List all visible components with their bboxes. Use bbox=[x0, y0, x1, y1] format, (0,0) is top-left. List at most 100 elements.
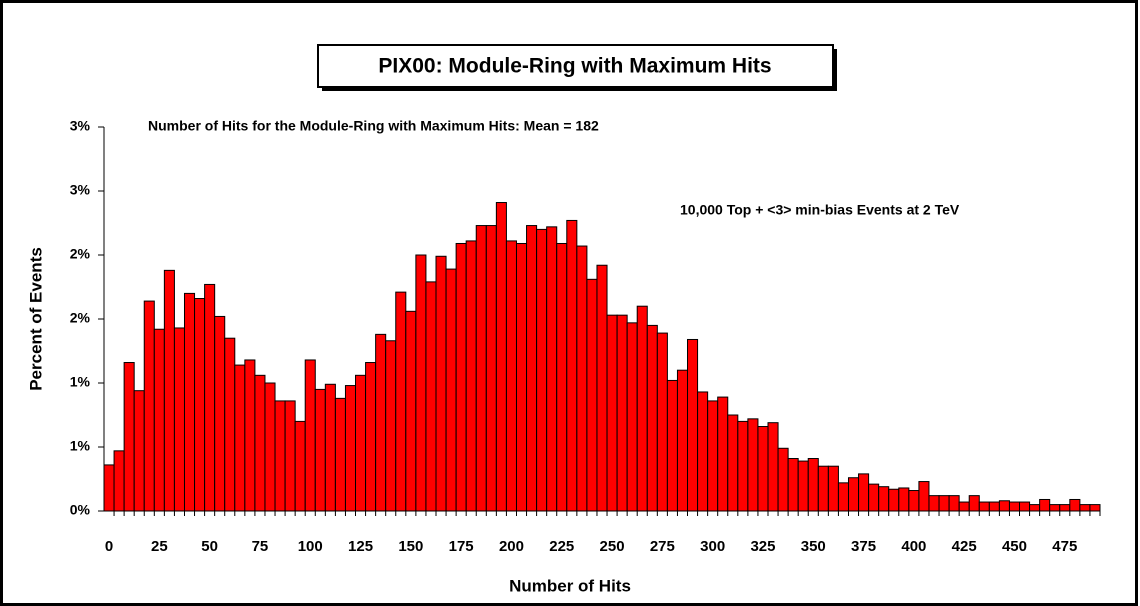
x-tick-label: 175 bbox=[449, 538, 474, 555]
bar bbox=[918, 481, 930, 512]
x-tick-label: 450 bbox=[1002, 538, 1027, 555]
bar bbox=[807, 458, 819, 512]
bar bbox=[606, 314, 618, 512]
bar bbox=[576, 245, 588, 512]
bar bbox=[194, 298, 206, 512]
bar bbox=[103, 464, 115, 512]
bar bbox=[183, 292, 196, 512]
x-tick-label: 250 bbox=[600, 538, 625, 555]
bar bbox=[163, 269, 175, 512]
bar bbox=[415, 254, 427, 512]
chart-title: PIX00: Module-Ring with Maximum Hits bbox=[378, 55, 771, 78]
bar bbox=[153, 328, 165, 512]
bar bbox=[797, 460, 809, 512]
bar bbox=[143, 300, 155, 512]
bar bbox=[878, 486, 890, 512]
bar bbox=[365, 362, 377, 512]
bar bbox=[113, 450, 125, 512]
bar bbox=[425, 281, 437, 512]
bar bbox=[264, 382, 276, 512]
bar bbox=[646, 324, 658, 512]
bar bbox=[626, 322, 638, 512]
x-tick-label: 50 bbox=[201, 538, 218, 555]
bar bbox=[1008, 501, 1021, 512]
y-tick-label: 3% bbox=[70, 182, 91, 198]
x-tick-label: 225 bbox=[549, 538, 574, 555]
bar bbox=[817, 465, 829, 512]
bar bbox=[888, 488, 900, 512]
bar bbox=[998, 500, 1010, 512]
y-tick-label: 0% bbox=[70, 502, 91, 518]
x-tick-label: 150 bbox=[398, 538, 423, 555]
y-tick-label: 3% bbox=[70, 118, 91, 134]
bar bbox=[747, 418, 759, 512]
bar bbox=[546, 226, 558, 512]
bar bbox=[707, 400, 719, 512]
bar bbox=[868, 483, 880, 512]
bar bbox=[284, 400, 296, 512]
title-box bbox=[317, 44, 834, 88]
bar bbox=[224, 337, 236, 512]
bar bbox=[556, 242, 568, 512]
bar bbox=[928, 495, 940, 512]
bar bbox=[445, 268, 457, 512]
bar bbox=[687, 338, 699, 512]
annotation: 10,000 Top + <3> min-bias Events at 2 Te… bbox=[680, 202, 960, 218]
bar bbox=[355, 374, 367, 512]
bar bbox=[636, 305, 648, 512]
bar bbox=[837, 482, 849, 512]
bar bbox=[757, 426, 769, 512]
bar bbox=[1049, 504, 1061, 512]
bar bbox=[385, 340, 397, 512]
bar bbox=[697, 391, 709, 512]
subtitle: Number of Hits for the Module-Ring with … bbox=[148, 118, 599, 134]
bar bbox=[948, 495, 960, 512]
bar bbox=[505, 240, 517, 512]
bar bbox=[204, 283, 216, 512]
x-tick-label: 325 bbox=[750, 538, 775, 555]
bar bbox=[1069, 498, 1081, 512]
bar bbox=[274, 400, 286, 512]
y-tick-label: 1% bbox=[70, 374, 91, 390]
x-tick-label: 100 bbox=[298, 538, 323, 555]
bar bbox=[133, 390, 145, 512]
x-tick-label: 200 bbox=[499, 538, 524, 555]
y-tick-label: 1% bbox=[70, 438, 91, 454]
x-tick-label: 400 bbox=[901, 538, 926, 555]
x-tick-label: 375 bbox=[851, 538, 876, 555]
bar bbox=[515, 242, 528, 512]
bar bbox=[727, 414, 739, 512]
bar bbox=[566, 219, 578, 512]
bar bbox=[737, 420, 749, 512]
bar bbox=[495, 202, 507, 512]
bar bbox=[1079, 504, 1091, 512]
bar bbox=[214, 315, 226, 512]
bar bbox=[988, 501, 1000, 512]
bar bbox=[586, 278, 598, 512]
bar bbox=[324, 383, 336, 512]
bar bbox=[485, 225, 497, 512]
bar bbox=[234, 364, 246, 512]
x-tick-label: 475 bbox=[1052, 538, 1077, 555]
x-tick-label: 275 bbox=[650, 538, 675, 555]
x-axis-title: Number of Hits bbox=[509, 576, 631, 595]
bar bbox=[526, 225, 538, 512]
x-tick-label: 25 bbox=[151, 538, 168, 555]
bar bbox=[1039, 498, 1051, 512]
bar bbox=[958, 501, 970, 512]
bar bbox=[314, 388, 326, 512]
bar bbox=[1059, 504, 1071, 512]
y-tick-label: 2% bbox=[70, 246, 91, 262]
bar bbox=[123, 362, 135, 512]
bar bbox=[304, 359, 316, 512]
bar bbox=[475, 225, 487, 512]
bar bbox=[254, 374, 266, 512]
bar bbox=[1089, 504, 1101, 512]
y-axis-title: Percent of Events bbox=[26, 247, 45, 391]
bar bbox=[656, 332, 668, 512]
bar bbox=[787, 458, 799, 512]
x-tick-label: 425 bbox=[952, 538, 977, 555]
bar bbox=[596, 264, 608, 512]
bar bbox=[455, 242, 467, 512]
x-tick-label: 125 bbox=[348, 538, 373, 555]
